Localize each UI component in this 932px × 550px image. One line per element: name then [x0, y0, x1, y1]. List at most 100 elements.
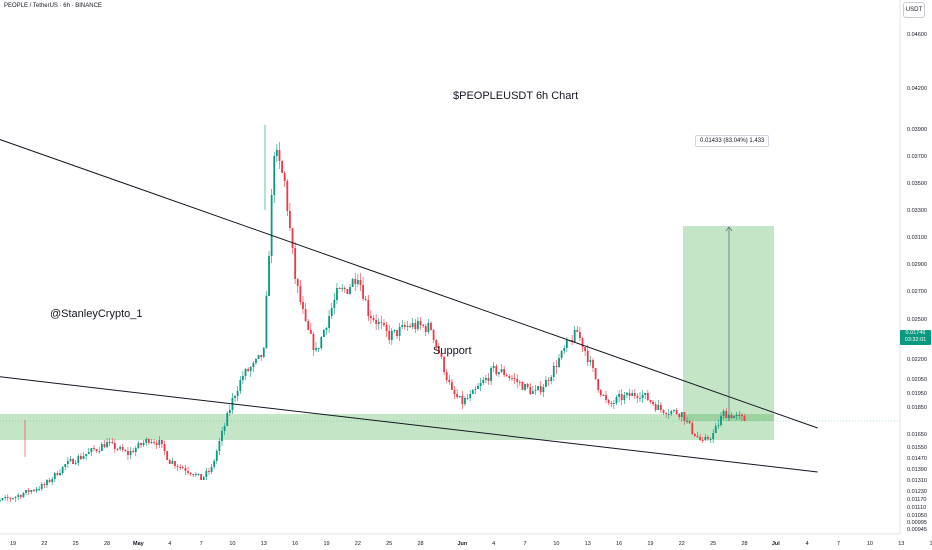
currency-button[interactable]: USDT — [903, 2, 925, 18]
candle-body — [735, 415, 738, 416]
candle-body — [461, 396, 464, 404]
candle-body — [98, 451, 101, 452]
candle-body — [137, 443, 140, 448]
candle-body — [678, 414, 681, 417]
candle-body — [667, 414, 670, 415]
candle-body — [64, 464, 67, 467]
candle-body — [466, 398, 469, 399]
candle-body — [437, 346, 440, 353]
candle-body — [628, 393, 631, 396]
candle-body — [558, 358, 560, 367]
candle-body — [720, 416, 722, 425]
candle-body — [652, 402, 654, 404]
candle-body — [106, 442, 108, 447]
candle-body — [189, 473, 192, 474]
candle-body — [409, 326, 411, 327]
candle-body — [14, 497, 17, 498]
candle-body — [372, 318, 375, 320]
candle-body — [291, 228, 294, 248]
candle-body — [594, 368, 597, 379]
candle-body — [320, 337, 323, 348]
x-tick-label: 22 — [355, 541, 361, 547]
candle-body — [691, 423, 694, 434]
x-tick-label: 16 — [930, 541, 932, 547]
candle-body — [351, 279, 354, 287]
candle-body — [343, 288, 346, 289]
measure-label: 0.01433 (83.04%) 1,433 — [695, 135, 770, 147]
candle-body — [607, 400, 610, 403]
x-tick-label: 28 — [104, 541, 110, 547]
candle-body — [82, 456, 85, 459]
candle-body — [636, 396, 639, 398]
x-tick-label: 4 — [492, 541, 495, 547]
candle-body — [275, 150, 278, 156]
candle-body — [401, 325, 404, 327]
y-tick-label: 0.02900 — [907, 262, 927, 268]
candle-body — [563, 348, 566, 351]
candle-body — [453, 390, 456, 394]
candle-body — [492, 366, 495, 368]
candle-body — [599, 390, 602, 395]
x-tick-label: Jun — [457, 541, 467, 547]
candle-body — [665, 413, 668, 414]
x-tick-label: 4 — [806, 541, 809, 547]
candle-body — [236, 391, 239, 396]
target-zone — [683, 226, 774, 421]
candle-body — [247, 369, 250, 371]
candle-body — [307, 321, 310, 330]
candle-body — [103, 444, 106, 447]
candle-body — [414, 323, 417, 329]
candle-body — [388, 331, 391, 340]
candle-body — [80, 456, 82, 459]
candle-body — [113, 443, 116, 449]
candle-body — [398, 327, 401, 336]
candle-body — [283, 173, 286, 181]
candle-body — [709, 439, 712, 440]
candle-body — [474, 389, 477, 390]
candle-body — [456, 394, 459, 397]
x-tick-label: 7 — [524, 541, 527, 547]
candle-body — [273, 156, 276, 195]
candle-body — [286, 181, 289, 211]
support-zone — [0, 414, 774, 440]
candle-body — [670, 411, 673, 414]
current-price-tag: 0.01746 03:32:01 — [900, 330, 931, 345]
candle-body — [471, 390, 474, 394]
candles-layer — [0, 125, 746, 503]
y-tick-label: 0.01310 — [907, 478, 927, 484]
candle-body — [205, 471, 208, 477]
chart-title: $PEOPLEUSDT 6h Chart — [453, 90, 579, 102]
candle-body — [545, 380, 547, 387]
x-tick-label: 13 — [585, 541, 591, 547]
candle-body — [158, 440, 161, 445]
candle-body — [631, 393, 634, 396]
candle-body — [584, 347, 587, 351]
y-tick-label: 0.03900 — [907, 127, 927, 133]
candle-body — [680, 412, 683, 417]
candle-body — [46, 480, 48, 485]
candle-body — [738, 415, 741, 416]
candle-body — [479, 383, 482, 386]
candle-body — [518, 382, 521, 383]
candle-body — [503, 369, 506, 375]
candle-body — [560, 351, 563, 358]
candle-body — [322, 330, 325, 337]
candle-body — [129, 451, 132, 455]
candle-body — [61, 467, 64, 473]
candle-body — [589, 360, 592, 362]
candle-body — [265, 296, 268, 348]
candle-body — [244, 369, 247, 376]
candle-body — [140, 443, 142, 445]
candle-body — [432, 330, 435, 340]
x-tick-label: 4 — [168, 541, 171, 547]
candle-body — [163, 444, 166, 451]
candle-body — [108, 442, 111, 443]
candle-body — [451, 382, 453, 390]
candle-body — [1, 498, 4, 500]
candle-body — [712, 433, 715, 439]
candle-body — [12, 498, 14, 499]
candle-body — [495, 366, 498, 374]
candle-body — [579, 332, 581, 338]
candle-body — [377, 322, 380, 324]
